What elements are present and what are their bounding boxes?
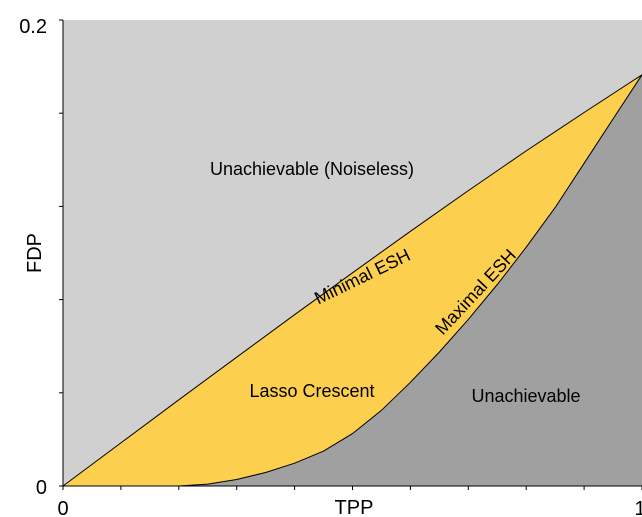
x-axis-ticks bbox=[62, 486, 642, 490]
maximal-esh-curve bbox=[63, 74, 642, 487]
y-axis-ticks bbox=[59, 19, 63, 487]
y-tick-label-bottom: 0 bbox=[36, 477, 47, 499]
x-tick-label-right: 1 bbox=[634, 498, 642, 517]
x-tick-label-left: 0 bbox=[57, 498, 68, 517]
region-label-crescent: Lasso Crescent bbox=[249, 381, 374, 401]
lasso-crescent-region bbox=[63, 74, 642, 487]
unachievable-region bbox=[63, 74, 642, 487]
region-label-unachievable: Unachievable bbox=[471, 386, 580, 406]
x-axis-title: TPP bbox=[335, 497, 374, 517]
region-label-noiseless: Unachievable (Noiseless) bbox=[210, 159, 414, 179]
y-tick-label-top: 0.2 bbox=[19, 16, 47, 38]
minimal-esh-curve bbox=[62, 74, 642, 487]
y-axis-title: FDP bbox=[24, 233, 46, 273]
